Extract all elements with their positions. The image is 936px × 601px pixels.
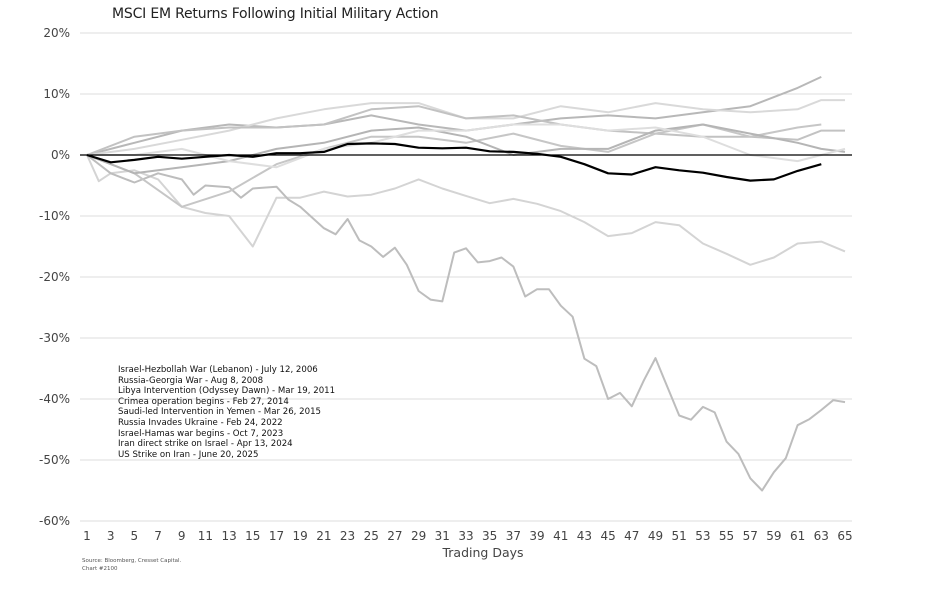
legend-item: Russia-Georgia War - Aug 8, 2008 <box>118 375 264 386</box>
x-tick-label: 17 <box>269 529 284 543</box>
x-tick-label: 49 <box>648 529 663 543</box>
source-note: Source: Bloomberg, Cresset Capital. Char… <box>82 557 181 573</box>
x-tick-label: 27 <box>387 529 402 543</box>
x-tick-label: 13 <box>221 529 236 543</box>
x-tick-label: 41 <box>553 529 568 543</box>
legend-item: Israel-Hamas war begins - Oct 7, 2023 <box>118 428 284 439</box>
series-line-8 <box>87 123 846 169</box>
x-tick-label: 11 <box>198 529 213 543</box>
y-tick-label: -40% <box>39 392 70 406</box>
x-tick-label: 61 <box>790 529 805 543</box>
series-line-1 <box>86 154 846 266</box>
y-tick-label: 0% <box>51 148 70 162</box>
legend-item: Libya Intervention (Odyssey Dawn) - Mar … <box>118 386 336 397</box>
x-tick-label: 37 <box>506 529 521 543</box>
y-tick-label: -10% <box>39 209 70 223</box>
legend-item: Saudi-led Intervention in Yemen - Mar 26… <box>118 407 322 418</box>
x-tick-label: 19 <box>293 529 308 543</box>
chart-number: Chart #2100 <box>82 566 118 572</box>
x-tick-label: 5 <box>131 529 139 543</box>
legend: Israel-Hezbollah War (Lebanon) - July 12… <box>118 365 335 460</box>
series-line-4 <box>86 99 845 156</box>
x-tick-label: 47 <box>624 529 639 543</box>
x-tick-label: 7 <box>154 529 162 543</box>
y-tick-label: -50% <box>39 453 70 467</box>
x-tick-label: 43 <box>577 529 592 543</box>
legend-item: US Strike on Iran - June 20, 2025 <box>118 449 259 460</box>
series-line-2 <box>86 154 846 492</box>
series-line-9 <box>86 142 822 182</box>
x-tick-label: 15 <box>245 529 260 543</box>
legend-item: Iran direct strike on Israel - Apr 13, 2… <box>118 439 293 450</box>
x-tick-label: 53 <box>695 529 710 543</box>
legend-item: Israel-Hezbollah War (Lebanon) - July 12… <box>118 365 318 375</box>
x-tick-label: 25 <box>364 529 379 543</box>
x-tick-label: 33 <box>458 529 473 543</box>
y-tick-label: -60% <box>39 514 70 528</box>
y-tick-label: -20% <box>39 270 70 284</box>
source-text: Source: Bloomberg, Cresset Capital. <box>82 558 182 564</box>
x-tick-label: 31 <box>435 529 450 543</box>
legend-item: Russia Invades Ukraine - Feb 24, 2022 <box>118 417 283 428</box>
y-tick-label: 20% <box>43 26 70 40</box>
x-tick-label: 21 <box>316 529 331 543</box>
x-tick-label: 23 <box>340 529 355 543</box>
x-tick-label: 39 <box>529 529 544 543</box>
series-line-5 <box>86 105 845 156</box>
y-tick-label: -30% <box>39 331 70 345</box>
x-tick-label: 35 <box>482 529 497 543</box>
x-tick-label: 65 <box>837 529 852 543</box>
x-tick-label: 9 <box>178 529 186 543</box>
y-tick-label: 10% <box>43 87 70 101</box>
series-line-7 <box>86 123 846 175</box>
x-tick-label: 51 <box>672 529 687 543</box>
chart-title: MSCI EM Returns Following Initial Milita… <box>112 6 439 22</box>
x-tick-label: 3 <box>107 529 115 543</box>
x-tick-label: 29 <box>411 529 426 543</box>
x-tick-label: 45 <box>600 529 615 543</box>
x-tick-label: 59 <box>766 529 781 543</box>
x-tick-label: 55 <box>719 529 734 543</box>
x-tick-label: 63 <box>814 529 829 543</box>
x-axis-label: Trading Days <box>441 545 523 560</box>
legend-item: Crimea operation begins - Feb 27, 2014 <box>118 396 289 407</box>
x-tick-label: 1 <box>83 529 91 543</box>
x-tick-label: 57 <box>743 529 758 543</box>
series-line-6 <box>86 123 822 208</box>
